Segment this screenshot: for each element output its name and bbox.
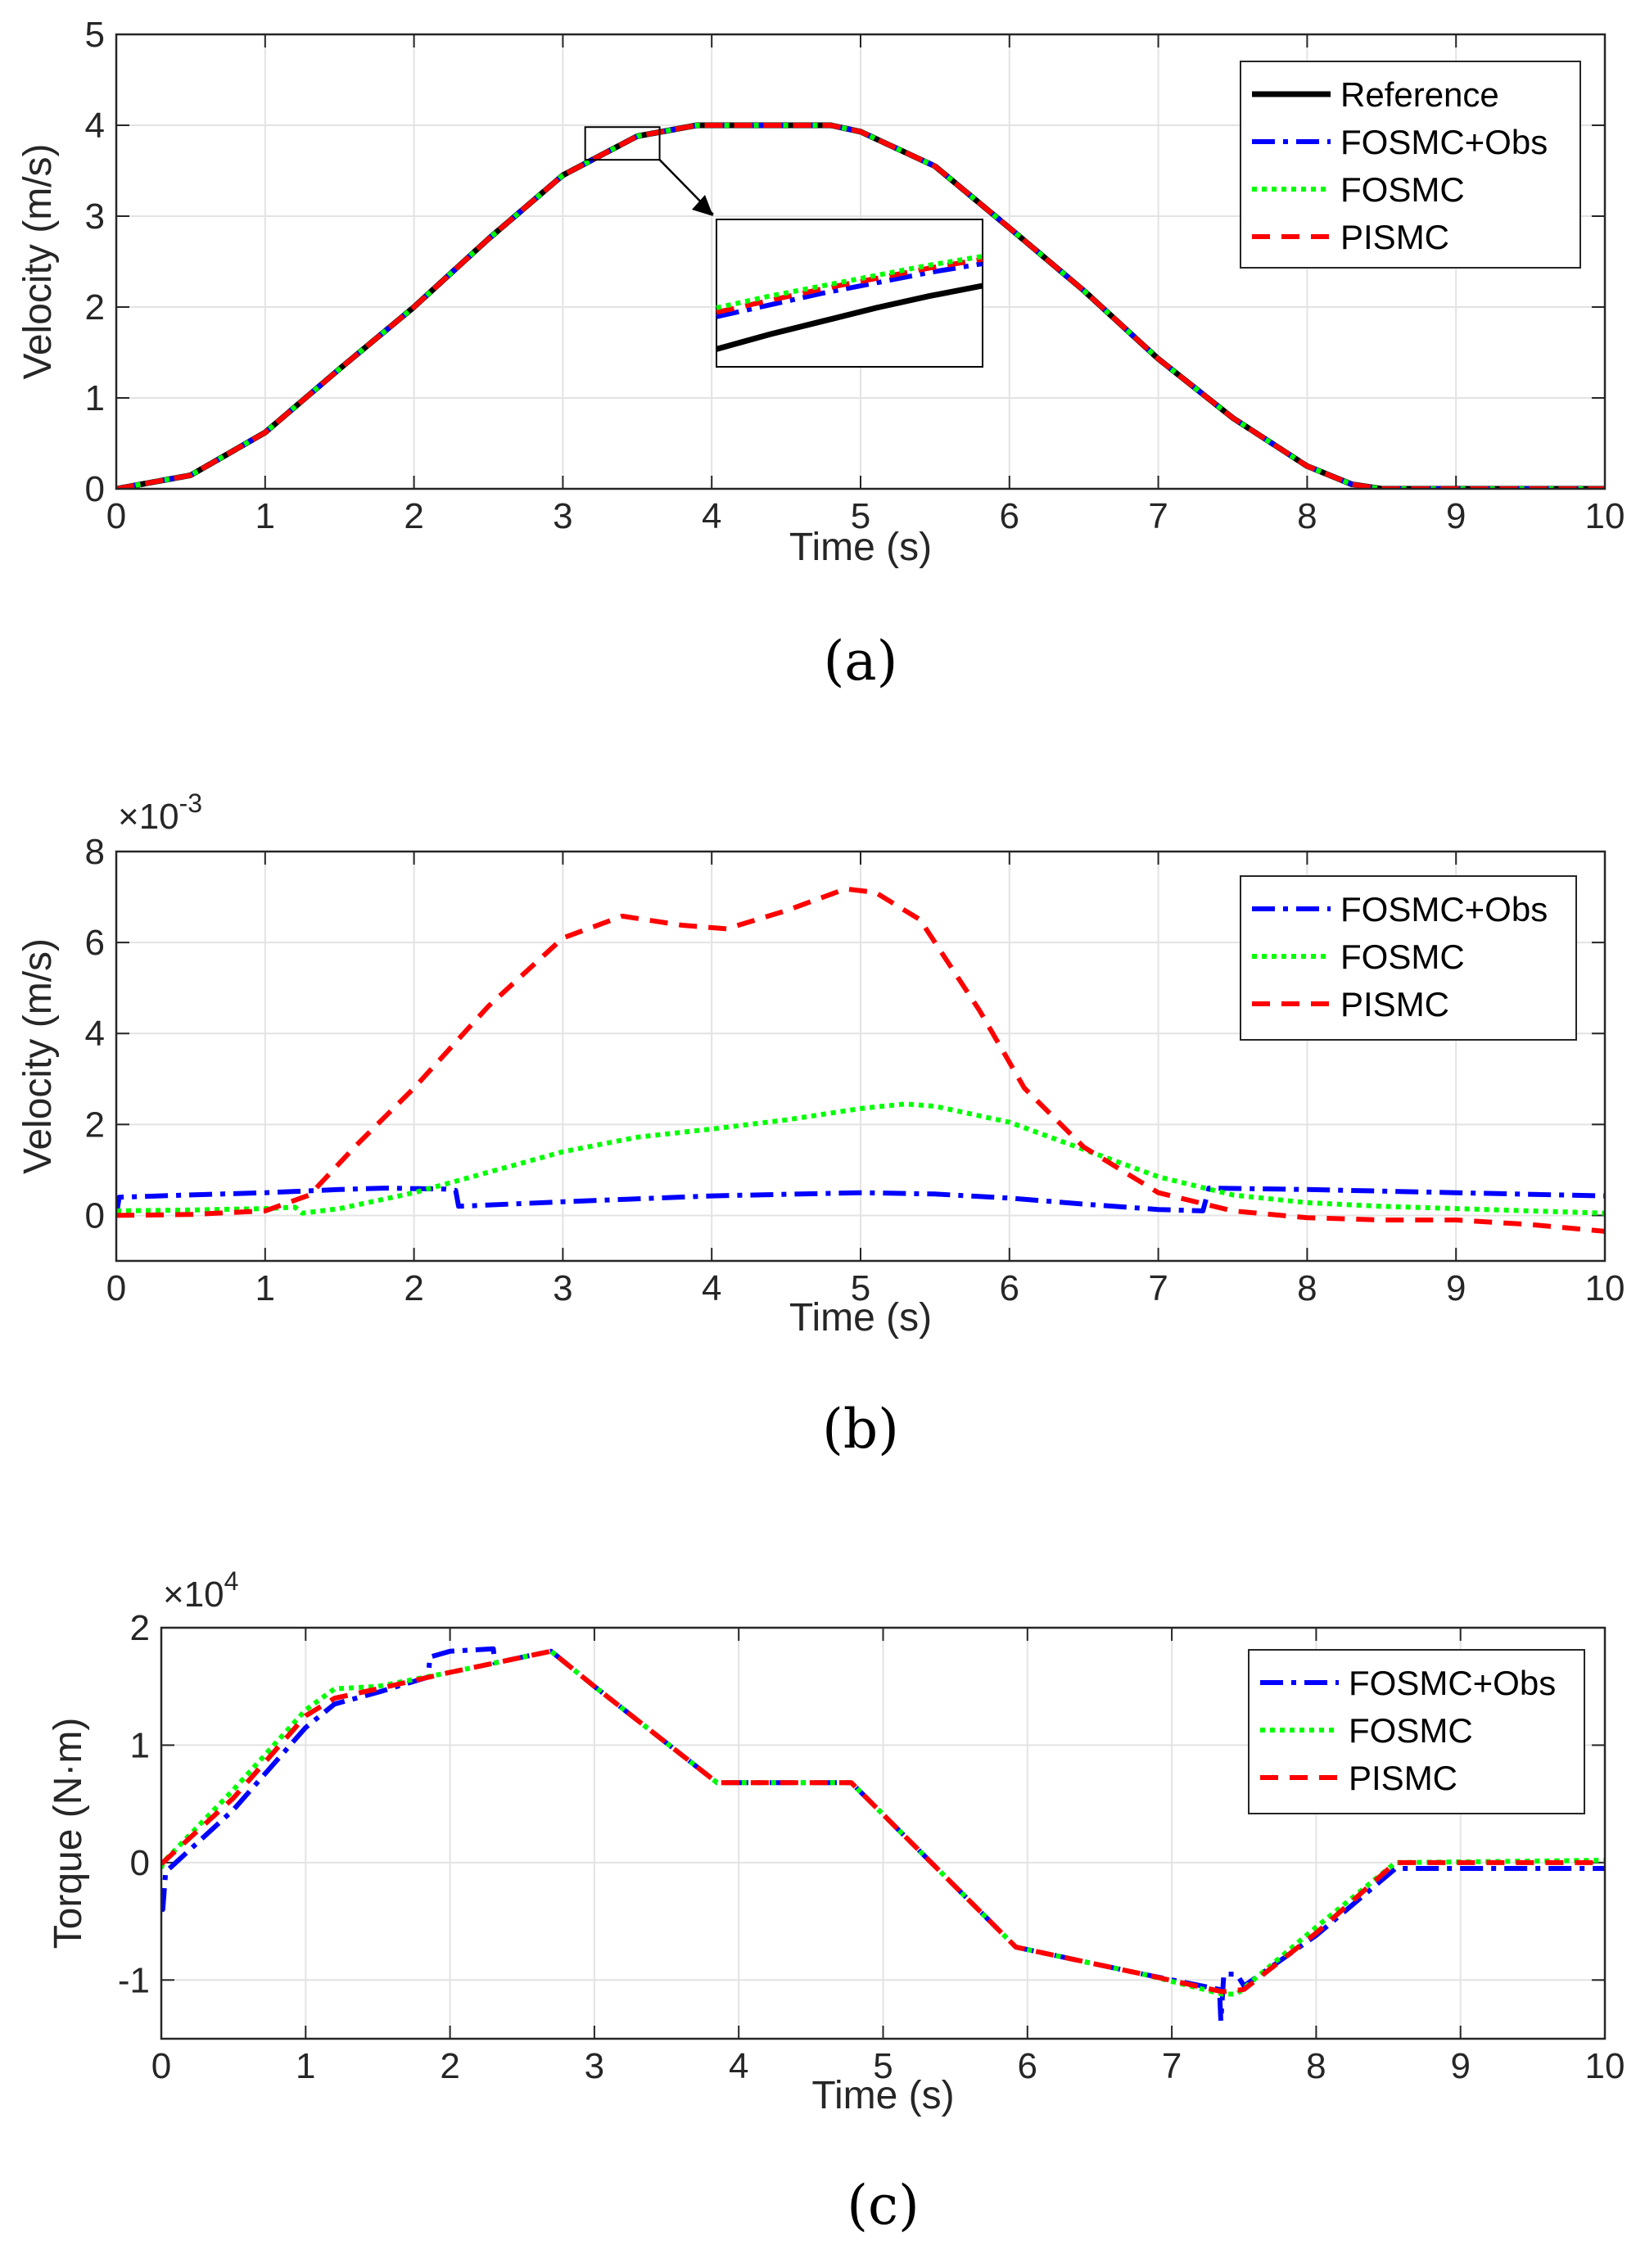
y-tick-label: 0: [130, 1843, 150, 1883]
legend-entry: FOSMC+Obs: [1340, 890, 1548, 928]
zoom-arrow-head: [692, 195, 713, 216]
x-tick-label: 0: [106, 1268, 126, 1308]
x-tick-label: 1: [255, 1268, 275, 1308]
x-axis-label: Time (s): [811, 2074, 954, 2117]
y-tick-label: 8: [85, 832, 105, 872]
x-tick-label: 2: [404, 1268, 423, 1308]
x-tick-label: 9: [1450, 2046, 1470, 2086]
x-tick-label: 7: [1162, 2046, 1182, 2086]
legend-box: [1248, 1649, 1585, 1814]
x-tick-label: 6: [1000, 1268, 1019, 1308]
x-tick-label: 1: [255, 496, 275, 536]
legend-entry: FOSMC: [1340, 937, 1465, 976]
legend-entry: Reference: [1340, 75, 1499, 114]
chart-c: 0 1 2 3 4 5 6 7 8 9 10 -1 0 1 2 ×104 Time (s) Torque (N·m…: [47, 1566, 1625, 2237]
y-tick-label: -1: [118, 1960, 150, 2000]
y-tick-label: 4: [85, 106, 105, 146]
y-exponent-label: ×10-3: [118, 788, 202, 837]
x-axis-label: Time (s): [789, 1296, 932, 1340]
legend-box: [1240, 875, 1577, 1041]
y-tick-label: 2: [130, 1608, 150, 1648]
series-line-fosmc_obs: [116, 1186, 1605, 1216]
x-tick-label: 6: [1018, 2046, 1037, 2086]
y-axis-label: Velocity (m/s): [16, 938, 60, 1174]
x-tick-label: 2: [440, 2046, 459, 2086]
series-group: [161, 1646, 1605, 2024]
x-tick-label: 6: [1000, 496, 1019, 536]
legend: Reference FOSMC+Obs FOSMC PISMC: [1240, 61, 1581, 269]
x-tick-label: 9: [1446, 496, 1466, 536]
series-line-pismc: [116, 123, 1605, 489]
series-line-pismc: [161, 1648, 1605, 1995]
inset-line-pismc: [716, 256, 983, 315]
x-tick-label: 5: [851, 1268, 870, 1308]
y-tick-label: 1: [85, 378, 105, 418]
x-tick-label: 0: [106, 496, 126, 536]
inset-line-reference: [716, 282, 983, 352]
legend-entry: FOSMC: [1349, 1711, 1473, 1750]
y-axis-label: Torque (N·m): [47, 1718, 90, 1949]
y-tick-label: 0: [85, 469, 105, 509]
x-tick-label: 7: [1148, 1268, 1168, 1308]
x-tick-label: 4: [729, 2046, 748, 2086]
x-tick-label: 8: [1306, 2046, 1326, 2086]
x-tick-label: 10: [1585, 1268, 1625, 1308]
series-line-fosmc: [161, 1648, 1605, 1997]
x-tick-label: 4: [702, 496, 721, 536]
legend-entry: FOSMC: [1340, 170, 1465, 209]
chart-b: 0 1 2 3 4 5 6 7 8 9 10 0 2 4 6 8 ×10-3 Time (s) Velocity (…: [16, 788, 1625, 1461]
y-tick-label: 6: [85, 923, 105, 963]
y-tick-label: 5: [85, 15, 105, 55]
x-tick-label: 10: [1585, 496, 1625, 536]
axes-box: [160, 1626, 1607, 2040]
legend-entry: PISMC: [1349, 1759, 1457, 1797]
y-tick-label: 0: [85, 1195, 105, 1236]
inset-line-fosmc: [716, 254, 983, 310]
x-tick-label: 0: [151, 2046, 171, 2086]
x-tick-label: 2: [404, 496, 423, 536]
series-line-fosmc: [116, 1101, 1605, 1216]
inset: [716, 219, 983, 368]
series-group: [116, 122, 1605, 489]
panel-caption: (b): [822, 1398, 899, 1461]
zoom-source-box: [584, 126, 661, 161]
legend-entry: PISMC: [1340, 218, 1449, 256]
axes-box: [115, 850, 1607, 1263]
series-line-fosmc_obs: [116, 123, 1605, 489]
panel-caption: (a): [824, 630, 898, 693]
y-tick-label: 2: [85, 1105, 105, 1145]
x-tick-label: 10: [1585, 2046, 1625, 2086]
x-tick-label: 3: [553, 1268, 572, 1308]
legend-entry: FOSMC+Obs: [1349, 1664, 1556, 1702]
y-exponent-label: ×104: [163, 1566, 238, 1615]
x-tick-label: 8: [1297, 496, 1317, 536]
y-axis-label: Velocity (m/s): [16, 143, 60, 379]
x-tick-label: 1: [296, 2046, 315, 2086]
axes-box: [115, 33, 1607, 490]
y-tick-label: 2: [85, 287, 105, 328]
legend-entry: PISMC: [1340, 985, 1449, 1023]
y-tick-label: 1: [130, 1725, 150, 1765]
x-tick-label: 5: [873, 2046, 893, 2086]
legend: FOSMC+Obs FOSMC PISMC: [1240, 875, 1577, 1041]
x-tick-label: 9: [1446, 1268, 1466, 1308]
inset-line-fosmc_obs: [716, 261, 983, 319]
panel-caption: (c): [847, 2174, 919, 2237]
x-tick-label: 3: [553, 496, 572, 536]
y-tick-label: 3: [85, 197, 105, 237]
x-tick-label: 3: [585, 2046, 604, 2086]
x-tick-label: 8: [1297, 1268, 1317, 1308]
x-tick-label: 7: [1148, 496, 1168, 536]
x-axis-label: Time (s): [789, 526, 932, 569]
series-line-pismc: [116, 886, 1605, 1234]
x-tick-label: 5: [851, 496, 870, 536]
series-group: [116, 886, 1605, 1234]
legend: FOSMC+Obs FOSMC PISMC: [1248, 1649, 1585, 1814]
y-tick-label: 4: [85, 1014, 105, 1054]
legend-entry: FOSMC+Obs: [1340, 123, 1548, 161]
x-tick-label: 4: [702, 1268, 721, 1308]
